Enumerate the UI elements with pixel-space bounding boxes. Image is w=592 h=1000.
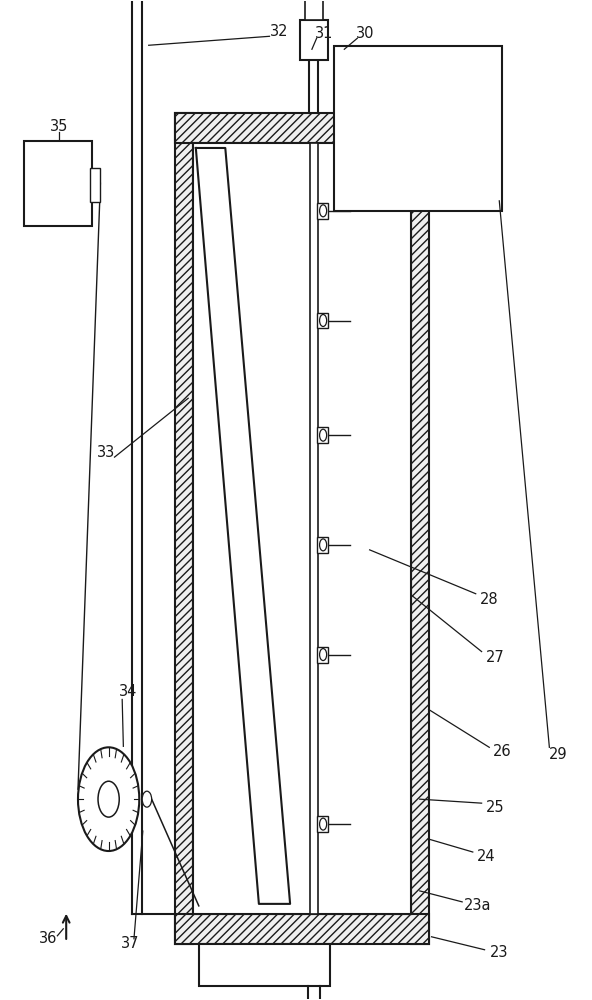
Bar xyxy=(175,113,429,143)
Circle shape xyxy=(320,315,327,326)
Bar xyxy=(199,944,330,986)
Bar xyxy=(310,143,318,914)
Circle shape xyxy=(320,818,327,830)
Bar xyxy=(334,46,502,211)
Bar xyxy=(317,203,329,219)
Text: 23a: 23a xyxy=(464,898,491,913)
Circle shape xyxy=(320,649,327,661)
Bar xyxy=(317,537,329,553)
Circle shape xyxy=(142,791,152,807)
Text: 34: 34 xyxy=(119,684,137,699)
Bar xyxy=(305,0,323,20)
Bar xyxy=(317,427,329,443)
Circle shape xyxy=(320,429,327,441)
Text: 35: 35 xyxy=(50,119,68,134)
Bar xyxy=(90,168,101,202)
Bar xyxy=(193,143,411,914)
Text: 27: 27 xyxy=(486,650,504,665)
Bar xyxy=(317,647,329,663)
Polygon shape xyxy=(196,148,290,904)
Bar xyxy=(175,113,193,944)
Text: 32: 32 xyxy=(271,24,289,39)
Circle shape xyxy=(98,781,119,817)
Text: 37: 37 xyxy=(121,936,139,951)
Text: 31: 31 xyxy=(315,26,333,41)
Text: 24: 24 xyxy=(477,849,495,864)
Text: 30: 30 xyxy=(356,26,375,41)
Circle shape xyxy=(320,539,327,551)
Text: 25: 25 xyxy=(486,800,504,815)
Text: 28: 28 xyxy=(480,592,498,607)
Text: 29: 29 xyxy=(549,747,568,762)
Text: 33: 33 xyxy=(97,445,115,460)
Text: 36: 36 xyxy=(39,931,57,946)
Text: 26: 26 xyxy=(493,744,511,759)
Bar xyxy=(317,313,329,328)
Bar xyxy=(300,20,328,60)
Text: 23: 23 xyxy=(490,945,509,960)
Circle shape xyxy=(320,205,327,217)
Circle shape xyxy=(78,747,139,851)
Bar xyxy=(24,141,92,226)
Bar xyxy=(411,113,429,944)
Bar xyxy=(317,816,329,832)
Bar xyxy=(175,914,429,944)
